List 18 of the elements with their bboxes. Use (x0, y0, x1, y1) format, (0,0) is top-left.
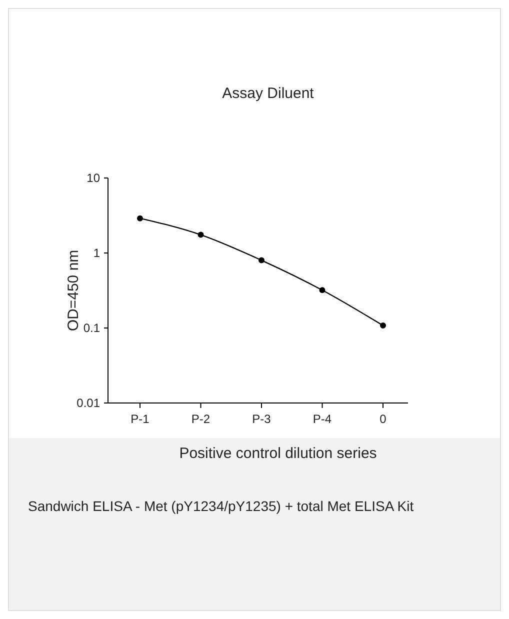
point (137, 215, 143, 222)
x-axis-title: Positive control dilution series (179, 445, 377, 462)
y-axis-title: OD=450 nm (65, 250, 82, 332)
x-tick-label: 0 (380, 412, 387, 426)
text: Sandwich ELISA - Met (pY1234/pY1235) + total Met ELISA Kit (28, 497, 415, 516)
point (319, 287, 326, 294)
x-tick-label: P-4 (312, 412, 332, 426)
y-tick-label: 1 (93, 246, 100, 260)
chart-title: Assay Diluent (222, 85, 315, 102)
y-tick-label: 10 (86, 171, 100, 186)
point (380, 322, 386, 328)
x-tick-label: P-2 (191, 412, 210, 426)
y-tick-label: 0.01 (76, 396, 100, 410)
point (258, 257, 264, 264)
y-tick-label: 0.1 (83, 321, 100, 336)
x-tick-label: P-1 (130, 412, 150, 426)
point (198, 232, 204, 238)
x-tick-label: P-3 (252, 412, 272, 426)
